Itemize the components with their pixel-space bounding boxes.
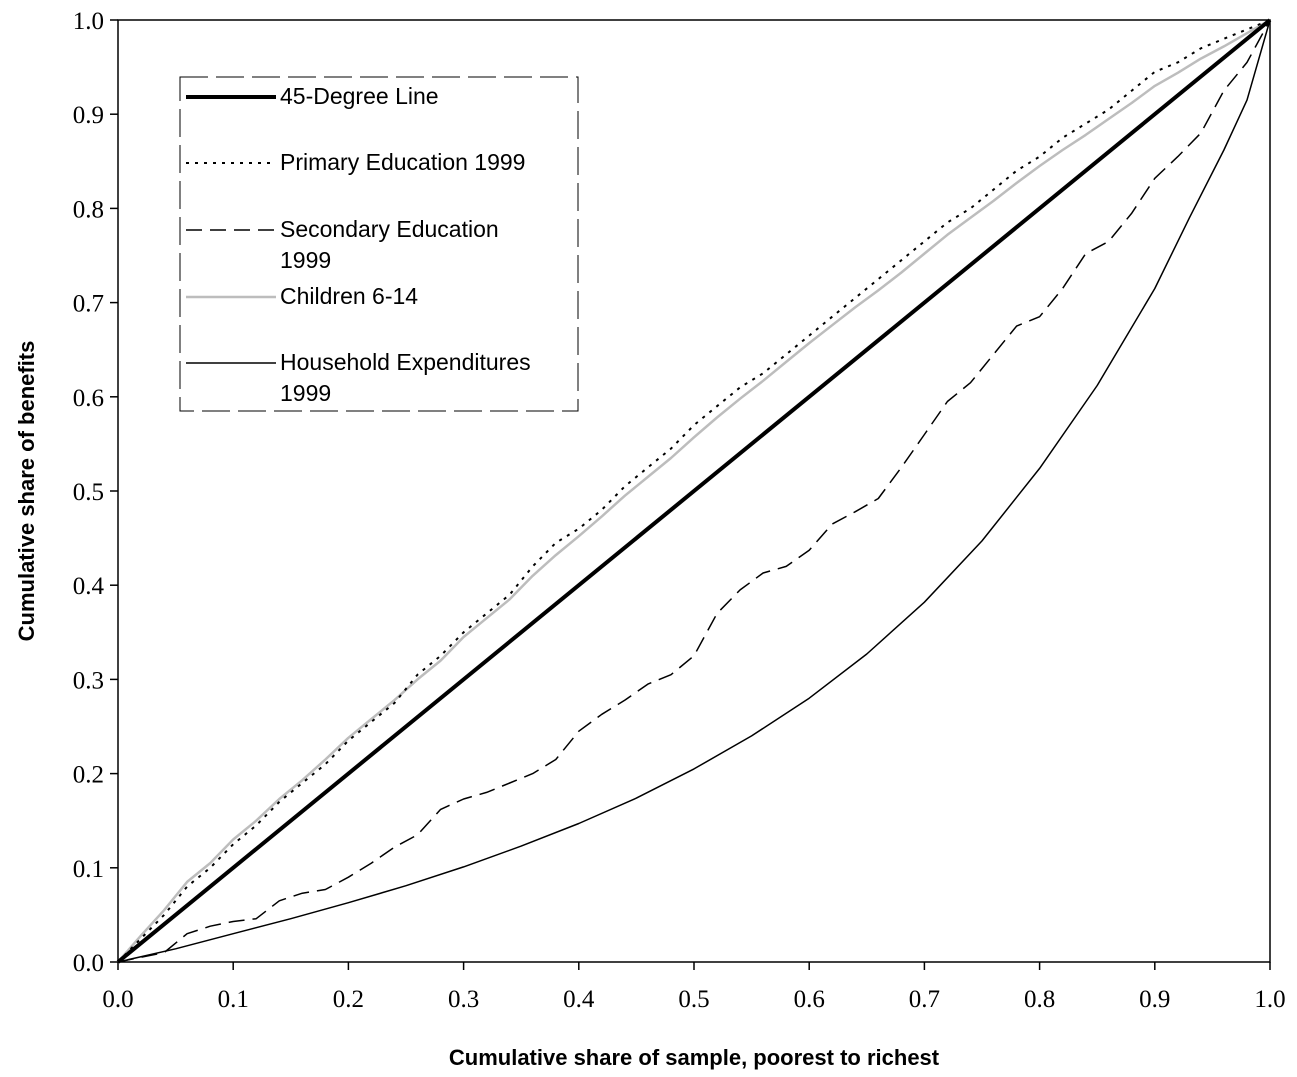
y-tick-label: 0.5 (73, 479, 104, 506)
legend-label-3: Children 6-14 (280, 283, 418, 309)
x-tick-label: 0.2 (333, 986, 364, 1013)
legend-label-0: 45-Degree Line (280, 83, 439, 109)
y-tick-label: 1.0 (73, 8, 104, 35)
x-axis-title: Cumulative share of sample, poorest to r… (449, 1045, 940, 1070)
y-tick-label: 0.4 (73, 573, 105, 600)
y-axis-ticks: 0.0 0.1 0.2 0.3 0.4 0.5 0.6 0.7 0.8 0.9 1.0 (73, 8, 118, 977)
series-line-4 (117, 19, 1271, 963)
y-tick-label: 0.0 (73, 950, 104, 977)
legend: 45-Degree Line Primary Education 1999 Seco… (179, 76, 579, 412)
x-tick-label: 0.9 (1139, 986, 1170, 1013)
y-axis-title: Cumulative share of benefits (14, 341, 39, 642)
x-axis-ticks: 0.0 0.1 0.2 0.3 0.4 0.5 0.6 0.7 0.8 0.9 1.0 (102, 962, 1286, 1013)
series-layer (116, 18, 1272, 964)
y-tick-label: 0.2 (73, 762, 104, 789)
y-tick-label: 0.6 (73, 385, 104, 412)
x-tick-label: 0.7 (909, 986, 940, 1013)
x-tick-label: 0.1 (218, 986, 249, 1013)
y-tick-label: 0.7 (73, 291, 104, 318)
x-tick-label: 0.5 (678, 986, 709, 1013)
x-tick-label: 0.0 (102, 986, 133, 1013)
y-tick-label: 0.3 (73, 667, 104, 694)
legend-label-1: Primary Education 1999 (280, 149, 525, 175)
series-line-2 (117, 19, 1271, 963)
x-tick-label: 0.8 (1024, 986, 1055, 1013)
y-tick-label: 0.8 (73, 196, 104, 223)
series-line-3 (117, 18, 1271, 963)
x-tick-label: 0.4 (563, 986, 595, 1013)
series-line-0 (116, 18, 1272, 964)
y-tick-label: 0.9 (73, 102, 104, 129)
legend-label-2: Secondary Education 1999 (280, 216, 499, 273)
y-tick-label: 0.1 (73, 856, 104, 883)
x-tick-label: 1.0 (1254, 986, 1285, 1013)
legend-frame (179, 76, 579, 412)
x-tick-label: 0.3 (448, 986, 479, 1013)
legend-label-4: Household Expenditures 1999 (280, 349, 531, 406)
x-tick-label: 0.6 (794, 986, 825, 1013)
